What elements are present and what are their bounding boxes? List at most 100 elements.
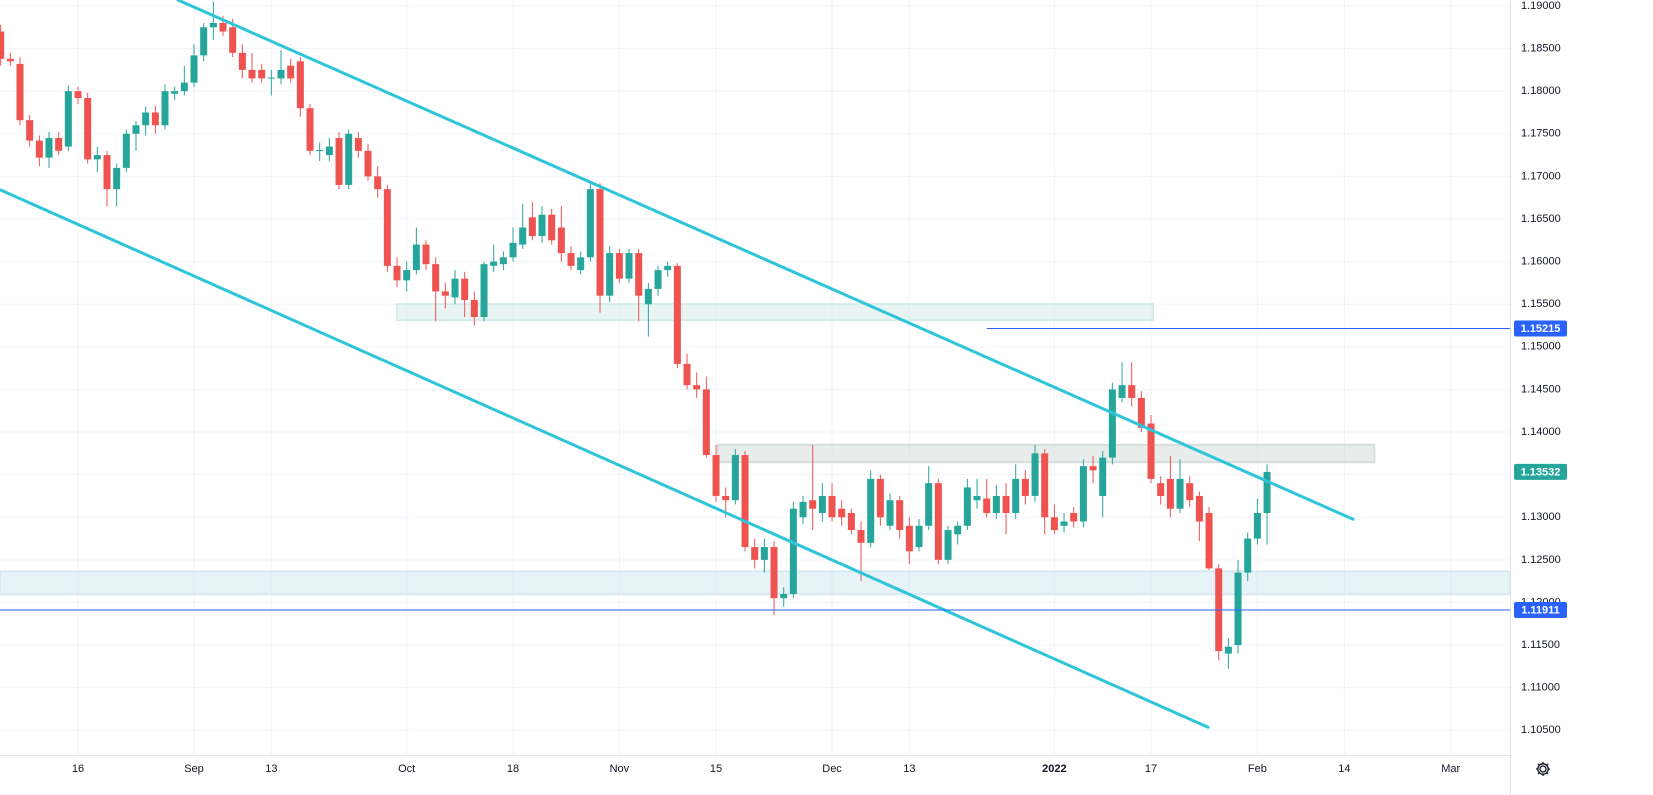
candle-body — [673, 265, 681, 364]
candle-body — [896, 500, 904, 531]
candle-body — [1012, 478, 1020, 513]
candles — [0, 1, 1271, 669]
candle-body — [1244, 538, 1252, 573]
candle-body — [93, 155, 101, 160]
candle-body — [770, 547, 778, 599]
candle-body — [1186, 483, 1194, 501]
candle-body — [567, 253, 575, 266]
candle-body — [325, 146, 333, 156]
candle-body — [751, 547, 759, 560]
candle-body — [74, 91, 82, 98]
y-tick-label: 1.16000 — [1521, 256, 1561, 268]
candle-body — [316, 149, 324, 151]
x-tick-label: Mar — [1441, 763, 1460, 775]
candle-body — [219, 23, 227, 32]
candle-body — [0, 31, 5, 59]
candle-body — [557, 227, 565, 254]
candle-body — [1224, 646, 1232, 654]
candle-body — [1137, 397, 1145, 428]
candle-body — [963, 487, 971, 526]
candle-body — [973, 495, 981, 501]
candle-body — [954, 525, 962, 535]
candle-body — [934, 483, 942, 560]
candle-body — [103, 155, 111, 190]
candle-body — [258, 69, 266, 79]
price-axis — [1510, 0, 1653, 795]
price-tag — [1514, 320, 1567, 337]
candle-body — [1157, 483, 1165, 496]
trendline — [0, 188, 1210, 729]
price-tag — [1514, 602, 1567, 619]
y-tick-label: 1.10500 — [1521, 724, 1561, 736]
settings-icon-center — [1539, 765, 1547, 773]
candle-body — [248, 69, 256, 79]
candle-body — [828, 495, 836, 518]
candle-body — [722, 495, 730, 501]
candle-body — [586, 189, 594, 258]
candle-body — [731, 455, 739, 501]
candle-body — [16, 63, 24, 121]
candle-body — [983, 498, 991, 513]
candle-body — [296, 61, 304, 109]
candle-body — [1002, 495, 1010, 513]
price-tag-label: 1.13532 — [1521, 466, 1561, 478]
candle-body — [818, 495, 826, 513]
x-tick-label: Nov — [610, 763, 630, 775]
candle-body — [789, 508, 797, 594]
candle-body — [1041, 453, 1049, 518]
candle-body — [84, 97, 92, 160]
x-tick-label: Feb — [1248, 763, 1267, 775]
candle-body — [374, 176, 382, 190]
candle-body — [364, 150, 372, 177]
candle-body — [1253, 512, 1261, 539]
candle-body — [122, 133, 130, 168]
candle-body — [654, 270, 662, 289]
y-tick-label: 1.15000 — [1521, 341, 1561, 353]
candle-body — [1176, 478, 1184, 509]
candle-body — [509, 242, 517, 258]
x-tick-label: 13 — [265, 763, 277, 775]
candle-body — [857, 530, 865, 543]
axis-labels: 1.105001.110001.115001.120001.125001.130… — [72, 0, 1567, 775]
candle-body — [693, 385, 701, 390]
candle-body — [1050, 517, 1058, 531]
candle-body — [799, 501, 807, 518]
y-tick-label: 1.12500 — [1521, 554, 1561, 566]
candle-body — [287, 65, 295, 79]
candle-body — [625, 253, 633, 279]
candle-body — [345, 133, 353, 185]
candle-body — [6, 58, 14, 62]
candle-body — [190, 55, 198, 83]
drawings — [0, 0, 1510, 729]
candle-body — [1205, 512, 1213, 569]
candle-body — [867, 478, 875, 543]
candle-body — [1128, 385, 1136, 398]
candle-body — [1166, 478, 1174, 509]
candle-body — [577, 257, 585, 271]
candle-body — [644, 288, 652, 305]
settings-icon[interactable] — [1536, 762, 1550, 776]
candle-body — [277, 69, 285, 79]
candle-body — [267, 77, 275, 79]
y-tick-label: 1.17500 — [1521, 128, 1561, 140]
y-tick-label: 1.15500 — [1521, 298, 1561, 310]
settings-icon-teeth — [1536, 762, 1550, 776]
x-tick-label: 15 — [710, 763, 722, 775]
x-tick-label: 18 — [507, 763, 519, 775]
candle-body — [451, 278, 459, 298]
candle-body — [306, 108, 314, 151]
candle-body — [1234, 572, 1242, 646]
candle-body — [480, 264, 488, 317]
candle-body — [1263, 471, 1271, 513]
candle-body — [615, 253, 623, 279]
candle-body — [470, 299, 478, 317]
candle-body — [1099, 457, 1107, 496]
candle-body — [432, 264, 440, 292]
candle-body — [519, 227, 527, 245]
candle-body — [354, 138, 362, 151]
candle-body — [741, 455, 749, 548]
candle-body — [1031, 453, 1039, 496]
candle-body — [886, 500, 894, 526]
